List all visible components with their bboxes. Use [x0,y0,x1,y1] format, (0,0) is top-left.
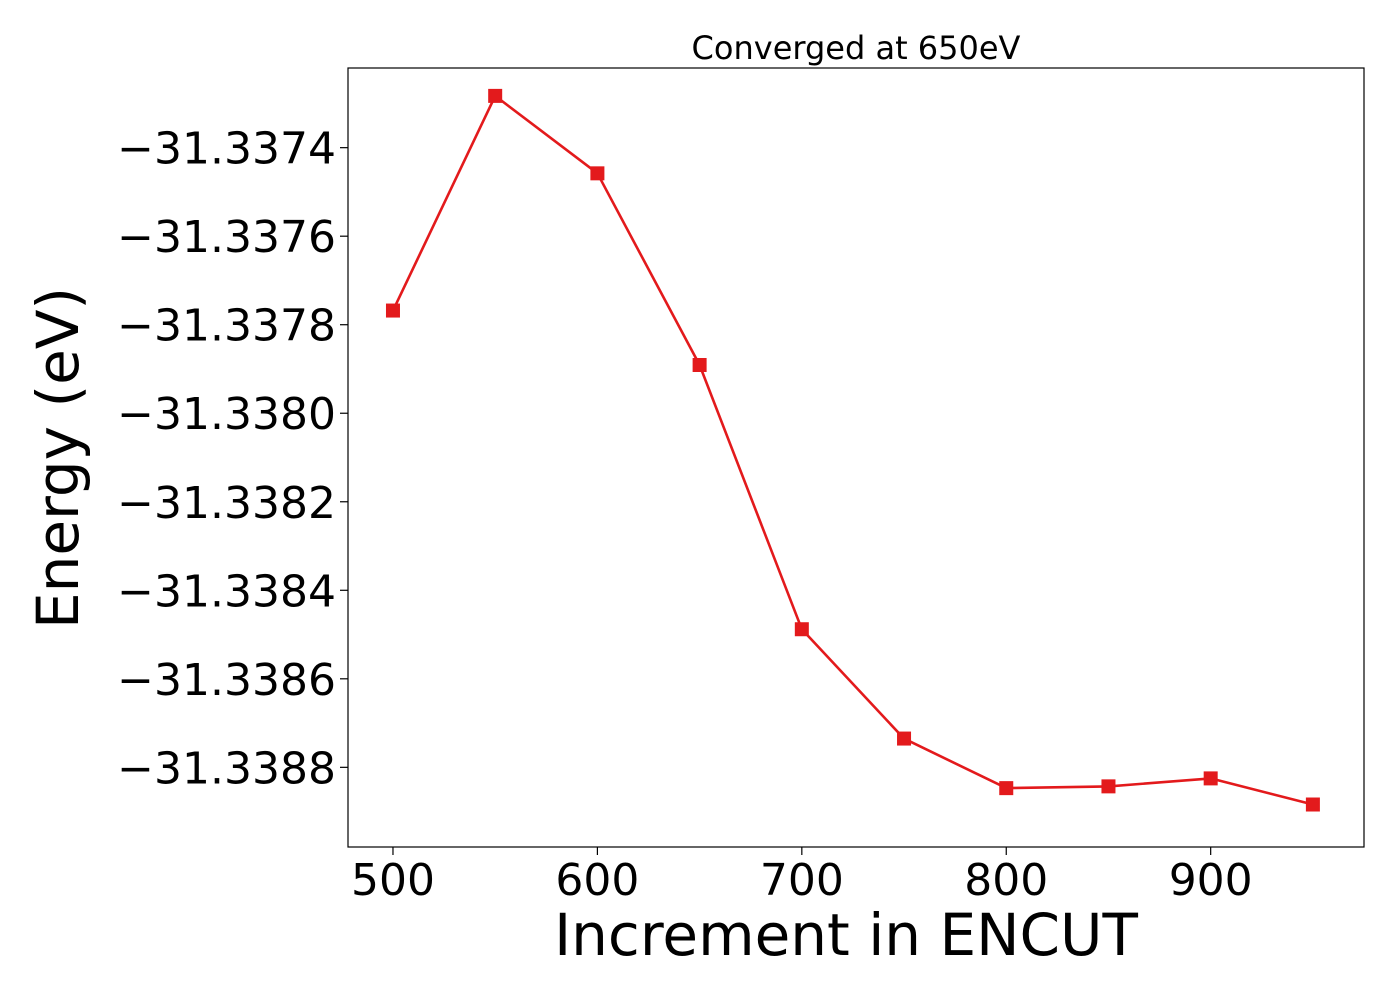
y-tick-label: −31.3388 [117,743,336,794]
data-point [897,731,912,746]
y-tick-label: −31.3376 [117,212,336,263]
plot-frame [347,67,1365,848]
plot-area: −31.3374 −31.3376 −31.3378 −31.3380 −31.3382… [117,67,1365,906]
data-point [385,303,400,318]
series-line [391,94,1314,806]
data-point [999,781,1014,796]
x-tick-label: 600 [555,855,639,906]
data-point [1305,797,1320,812]
chart-title: Converged at 650eV [692,29,1021,67]
x-tick-label: 900 [1169,855,1253,906]
x-tick-label: 500 [351,855,435,906]
data-point [488,88,503,103]
data-point [1101,779,1116,794]
x-tick-label: 800 [964,855,1048,906]
data-point [1203,771,1218,786]
y-tick-label: −31.3380 [117,389,336,440]
data-point [794,622,809,637]
y-tick-label: −31.3386 [117,655,336,706]
x-axis-title: Increment in ENCUT [554,901,1138,969]
y-tick-label: −31.3378 [117,301,336,352]
y-tick-label: −31.3382 [117,478,336,529]
y-tick-label: −31.3374 [117,124,336,175]
y-axis-title: Energy (eV) [24,287,92,629]
data-point [692,357,707,372]
data-point [590,166,605,181]
x-tick-label: 700 [760,855,844,906]
y-tick-label: −31.3384 [117,566,336,617]
